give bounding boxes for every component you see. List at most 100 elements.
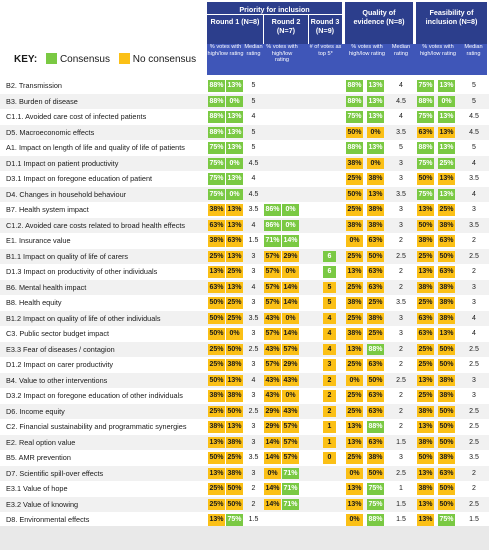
- round1-high-pct: 50%: [208, 374, 225, 386]
- quality-high-pct: 38%: [346, 297, 363, 309]
- feasibility-high-pct: 63%: [417, 312, 434, 324]
- round2-high-pct: 57%: [264, 281, 281, 293]
- quality-low-pct: 13%: [367, 111, 384, 123]
- q-votes-hdr: % votes with high/low rating: [348, 44, 386, 57]
- feasibility-low-pct: 63%: [438, 266, 455, 278]
- feasibility-low-pct: 50%: [438, 421, 455, 433]
- round1-high-pct: 13%: [208, 266, 225, 278]
- table-row: B1.1 Impact on quality of life of carers…: [0, 248, 489, 264]
- feasibility-median: 3: [472, 283, 476, 291]
- round2-low-pct: 14%: [282, 328, 299, 340]
- feasibility-low-pct: 25%: [438, 157, 455, 169]
- quality-low-pct: 50%: [367, 250, 384, 262]
- row-label: A1. Impact on length of life and quality…: [6, 143, 185, 152]
- feasibility-median: 3.5: [469, 454, 479, 461]
- quality-high-pct: 13%: [346, 421, 363, 433]
- feasibility-low-pct: 25%: [438, 204, 455, 216]
- quality-median: 3: [399, 175, 403, 182]
- row-label: D4. Changes in household behaviour: [6, 189, 127, 199]
- round2-low-pct: 14%: [282, 281, 299, 293]
- feasibility-high-pct: 75%: [417, 111, 434, 123]
- round1-median: 3: [251, 392, 256, 399]
- round1-high-pct: 75%: [208, 157, 225, 169]
- row-label: B2. Transmission: [6, 81, 62, 90]
- round1-high-pct: 88%: [208, 126, 225, 138]
- quality-high-pct: 25%: [346, 405, 363, 417]
- feasibility-high-pct: 13%: [417, 498, 434, 510]
- table-row: B7. Health system impact 38% 13% 3.5 86% 0% 25…: [0, 202, 489, 218]
- feasibility-median: 1.5: [469, 516, 479, 523]
- quality-median: 2: [399, 283, 403, 291]
- table-row: B3. Burden of disease 88% 0% 5 88% 13% 4.5 88% 0…: [0, 93, 489, 109]
- table-row: E3.1 Value of hope 25% 50% 2 14% 71% 13% 75% 1 38…: [0, 481, 489, 497]
- quality-high-pct: 25%: [346, 281, 363, 293]
- round1-median: 2.5: [248, 407, 259, 415]
- feasibility-low-pct: 50%: [438, 343, 455, 355]
- quality-low-pct: 88%: [367, 421, 384, 433]
- table-row: D1.3 Impact on productivity of other ind…: [0, 264, 489, 280]
- feasibility-high-pct: 63%: [417, 126, 434, 138]
- row-label: D1.3 Impact on productivity of other ind…: [6, 267, 158, 276]
- quality-high-pct: 50%: [346, 126, 363, 138]
- round2-low-pct: 71%: [282, 467, 299, 479]
- round1-high-pct: 25%: [208, 359, 225, 371]
- round1-median: 3: [251, 299, 256, 306]
- round1-low-pct: 25%: [226, 312, 243, 324]
- round1-median: 5: [251, 97, 256, 105]
- round2-low-pct: 29%: [282, 250, 299, 262]
- round2-high-pct: 43%: [264, 390, 281, 402]
- round1-low-pct: 75%: [226, 514, 243, 526]
- table-row: E3.2 Value of knowing 25% 50% 2 14% 71% 13% 75%…: [0, 496, 489, 512]
- quality-high-pct: 88%: [346, 142, 363, 154]
- round1-median: 4.5: [248, 190, 259, 198]
- quality-median: 3: [399, 330, 403, 337]
- round1-low-pct: 50%: [226, 405, 243, 417]
- round1-median: 1.5: [248, 516, 259, 523]
- round1-high-pct: 63%: [208, 281, 225, 293]
- quality-median: 1.5: [396, 516, 406, 523]
- r1-median-hdr: Median rating: [244, 44, 263, 57]
- quality-low-pct: 88%: [367, 343, 384, 355]
- quality-low-pct: 13%: [367, 188, 384, 200]
- round1-low-pct: 0%: [226, 188, 243, 200]
- round2-high-pct: 29%: [264, 421, 281, 433]
- round2-high-pct: 86%: [264, 204, 281, 216]
- feasibility-high-pct: 13%: [417, 374, 434, 386]
- quality-high-pct: 25%: [346, 250, 363, 262]
- feasibility-median: 3.5: [469, 221, 479, 229]
- round1-median: 3: [251, 361, 256, 368]
- round1-median: 3.5: [248, 206, 259, 213]
- quality-median: 3: [399, 159, 403, 167]
- feasibility-low-pct: 63%: [438, 235, 455, 247]
- quality-median: 3: [399, 454, 403, 461]
- round1-high-pct: 50%: [208, 328, 225, 340]
- round3-top5-votes: 5: [323, 297, 336, 309]
- quality-low-pct: 25%: [367, 328, 384, 340]
- feasibility-median: 4.5: [469, 113, 479, 120]
- feasibility-low-pct: 63%: [438, 467, 455, 479]
- feasibility-low-pct: 38%: [438, 219, 455, 231]
- round2-high-pct: 14%: [264, 436, 281, 448]
- round3-top5-votes: 4: [323, 343, 336, 355]
- quality-low-pct: 63%: [367, 436, 384, 448]
- round1-high-pct: 38%: [208, 421, 225, 433]
- quality-median: 4: [399, 113, 403, 120]
- round1-low-pct: 13%: [226, 126, 243, 138]
- round2-low-pct: 14%: [282, 297, 299, 309]
- round1-high-pct: 50%: [208, 452, 225, 464]
- round3-top5-votes: 0: [323, 452, 336, 464]
- quality-low-pct: 50%: [367, 467, 384, 479]
- table-row: B5. AMR prevention 50% 25% 3.5 14% 57% 0 25% 38%…: [0, 450, 489, 466]
- round3-top5-votes: 3: [323, 359, 336, 371]
- legend-no-consensus-label: No consensus: [132, 54, 197, 65]
- quality-low-pct: 88%: [367, 514, 384, 526]
- table-row: D7. Scientific spill-over effects 13% 38% 3…: [0, 465, 489, 481]
- row-label: B3. Burden of disease: [6, 96, 78, 106]
- round1-low-pct: 0%: [226, 95, 243, 107]
- quality-median: 4.5: [396, 97, 406, 105]
- quality-median: 3: [399, 221, 403, 229]
- round1-median: 3: [251, 469, 256, 477]
- feasibility-median: 2.5: [469, 500, 479, 508]
- quality-high-pct: 13%: [346, 266, 363, 278]
- table-row: B2. Transmission 88% 13% 5 88% 13% 4 75% 13% 5: [0, 78, 489, 94]
